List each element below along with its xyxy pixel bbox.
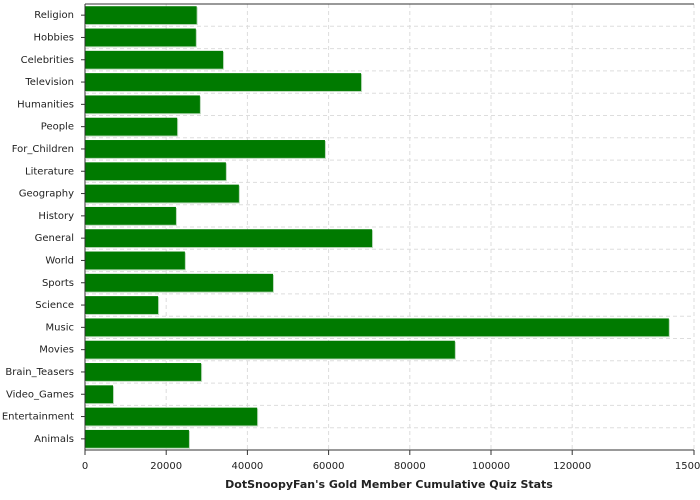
- y-tick-label: Brain_Teasers: [5, 367, 74, 378]
- bar: [85, 162, 226, 181]
- y-tick-label: Movies: [39, 345, 74, 356]
- x-tick-label: 0: [82, 461, 88, 472]
- y-tick-label: General: [35, 233, 74, 244]
- y-tick-label: Music: [46, 322, 74, 333]
- bar: [85, 95, 200, 114]
- x-tick-label: 120000: [553, 461, 591, 472]
- bar: [85, 385, 114, 404]
- y-tick-label: Hobbies: [34, 32, 74, 43]
- y-tick-label: Sports: [42, 278, 74, 289]
- bar: [85, 340, 455, 359]
- chart-title: DotSnoopyFan's Gold Member Cumulative Qu…: [225, 478, 553, 491]
- y-tick-label: Religion: [34, 10, 74, 21]
- y-tick-label: Humanities: [17, 99, 74, 110]
- y-tick-label: Animals: [34, 434, 74, 445]
- y-tick-label: Entertainment: [2, 412, 74, 423]
- bar: [85, 273, 273, 292]
- bar: [85, 407, 258, 426]
- y-tick-label: History: [38, 211, 74, 222]
- bar: [85, 251, 185, 270]
- x-tick-label: 40000: [231, 461, 263, 472]
- x-tick-label: 60000: [313, 461, 345, 472]
- bar: [85, 429, 189, 448]
- y-tick-label: Science: [35, 300, 74, 311]
- bar: [85, 363, 202, 381]
- y-tick-label: For_Children: [12, 144, 74, 155]
- x-tick-label: 80000: [394, 461, 426, 472]
- bar: [85, 318, 669, 337]
- x-tick-label: 150000: [675, 461, 700, 472]
- y-tick-label: Television: [24, 77, 74, 88]
- x-tick-label: 20000: [150, 461, 182, 472]
- bar: [85, 206, 176, 225]
- bar: [85, 28, 196, 47]
- bar: [85, 184, 239, 203]
- bar: [85, 296, 159, 314]
- y-tick-label: Literature: [25, 166, 74, 177]
- y-tick-label: Geography: [19, 189, 74, 200]
- bar: [85, 73, 362, 91]
- bar: [85, 117, 178, 136]
- bar: [85, 6, 197, 25]
- bar: [85, 140, 325, 158]
- y-tick-label: People: [41, 122, 74, 133]
- y-tick-label: Video_Games: [6, 389, 74, 400]
- y-tick-label: World: [45, 255, 74, 266]
- y-tick-label: Celebrities: [21, 55, 74, 66]
- bar: [85, 50, 224, 69]
- bar: [85, 229, 373, 248]
- x-tick-label: 100000: [472, 461, 510, 472]
